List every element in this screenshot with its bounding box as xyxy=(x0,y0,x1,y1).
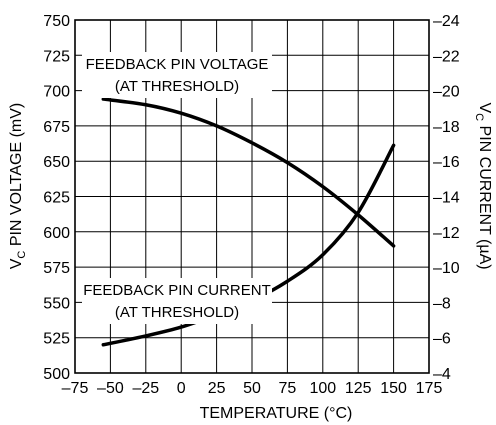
y-right-tick-label: –4 xyxy=(433,366,451,383)
x-axis-title: TEMPERATURE (°C) xyxy=(200,405,353,422)
x-tick-label: 125 xyxy=(345,380,372,397)
label-backing xyxy=(82,52,272,98)
voltage-curve-label: FEEDBACK PIN VOLTAGE (AT THRESHOLD) xyxy=(82,52,272,98)
x-tick-label: –75 xyxy=(62,380,89,397)
x-tick-label: 175 xyxy=(416,380,443,397)
y-left-tick-label: 575 xyxy=(43,260,70,277)
y-left-tick-label: 600 xyxy=(43,225,70,242)
y-right-tick-label: –24 xyxy=(433,13,460,30)
current-curve-label: FEEDBACK PIN CURRENT (AT THRESHOLD) xyxy=(82,278,272,324)
x-tick-label: –50 xyxy=(97,380,124,397)
y-right-title-sub: C xyxy=(473,113,485,121)
y-right-title-main: V xyxy=(476,102,493,113)
label-backing xyxy=(82,278,272,324)
y-left-title-sub: C xyxy=(16,251,28,259)
y-left-tick-label: 525 xyxy=(43,331,70,348)
y-right-axis-title: VC PIN CURRENT (µA) xyxy=(473,102,493,269)
y-left-tick-label: 625 xyxy=(43,190,70,207)
y-left-tick-label: 675 xyxy=(43,119,70,136)
y-left-tick-label: 550 xyxy=(43,295,70,312)
label-line-1: FEEDBACK PIN CURRENT xyxy=(83,282,271,299)
y-right-tick-label: –22 xyxy=(433,48,460,65)
y-left-tick-label: 500 xyxy=(43,366,70,383)
x-tick-label: 150 xyxy=(380,380,407,397)
y-right-tick-label: –12 xyxy=(433,225,460,242)
y-left-tick-label: 750 xyxy=(43,13,70,30)
x-tick-label: 100 xyxy=(309,380,336,397)
x-tick-label: 75 xyxy=(279,380,297,397)
tick-labels: –75 –50 –25 0 25 50 75 100 125 150 175 500 525 550 575… xyxy=(43,13,460,397)
y-right-tick-label: –6 xyxy=(433,331,451,348)
y-left-tick-label: 650 xyxy=(43,154,70,171)
y-right-title-rest: PIN CURRENT (µA) xyxy=(476,121,493,269)
x-tick-label: 50 xyxy=(243,380,261,397)
y-right-tick-label: –18 xyxy=(433,119,460,136)
x-tick-label: –25 xyxy=(132,380,159,397)
label-line-2: (AT THRESHOLD) xyxy=(115,304,239,321)
y-right-tick-label: –10 xyxy=(433,260,460,277)
y-right-tick-label: –8 xyxy=(433,295,451,312)
y-left-title-main: V xyxy=(8,258,25,269)
annotations: FEEDBACK PIN VOLTAGE(AT THRESHOLD)FEEDBA… xyxy=(82,52,272,324)
label-line-2: (AT THRESHOLD) xyxy=(115,78,239,95)
y-right-tick-label: –14 xyxy=(433,190,460,207)
plot-frame xyxy=(74,19,430,374)
x-tick-label: 0 xyxy=(177,380,186,397)
x-tick-label: 25 xyxy=(208,380,226,397)
label-line-1: FEEDBACK PIN VOLTAGE xyxy=(86,56,269,73)
y-right-tick-label: –16 xyxy=(433,154,460,171)
y-left-tick-label: 700 xyxy=(43,84,70,101)
y-left-title-rest: PIN VOLTAGE (mV) xyxy=(8,103,25,251)
y-left-tick-label: 725 xyxy=(43,48,70,65)
y-right-tick-label: –20 xyxy=(433,84,460,101)
y-left-axis-title: VC PIN VOLTAGE (mV) xyxy=(8,103,28,270)
feedback-voltage-curve xyxy=(101,97,396,248)
